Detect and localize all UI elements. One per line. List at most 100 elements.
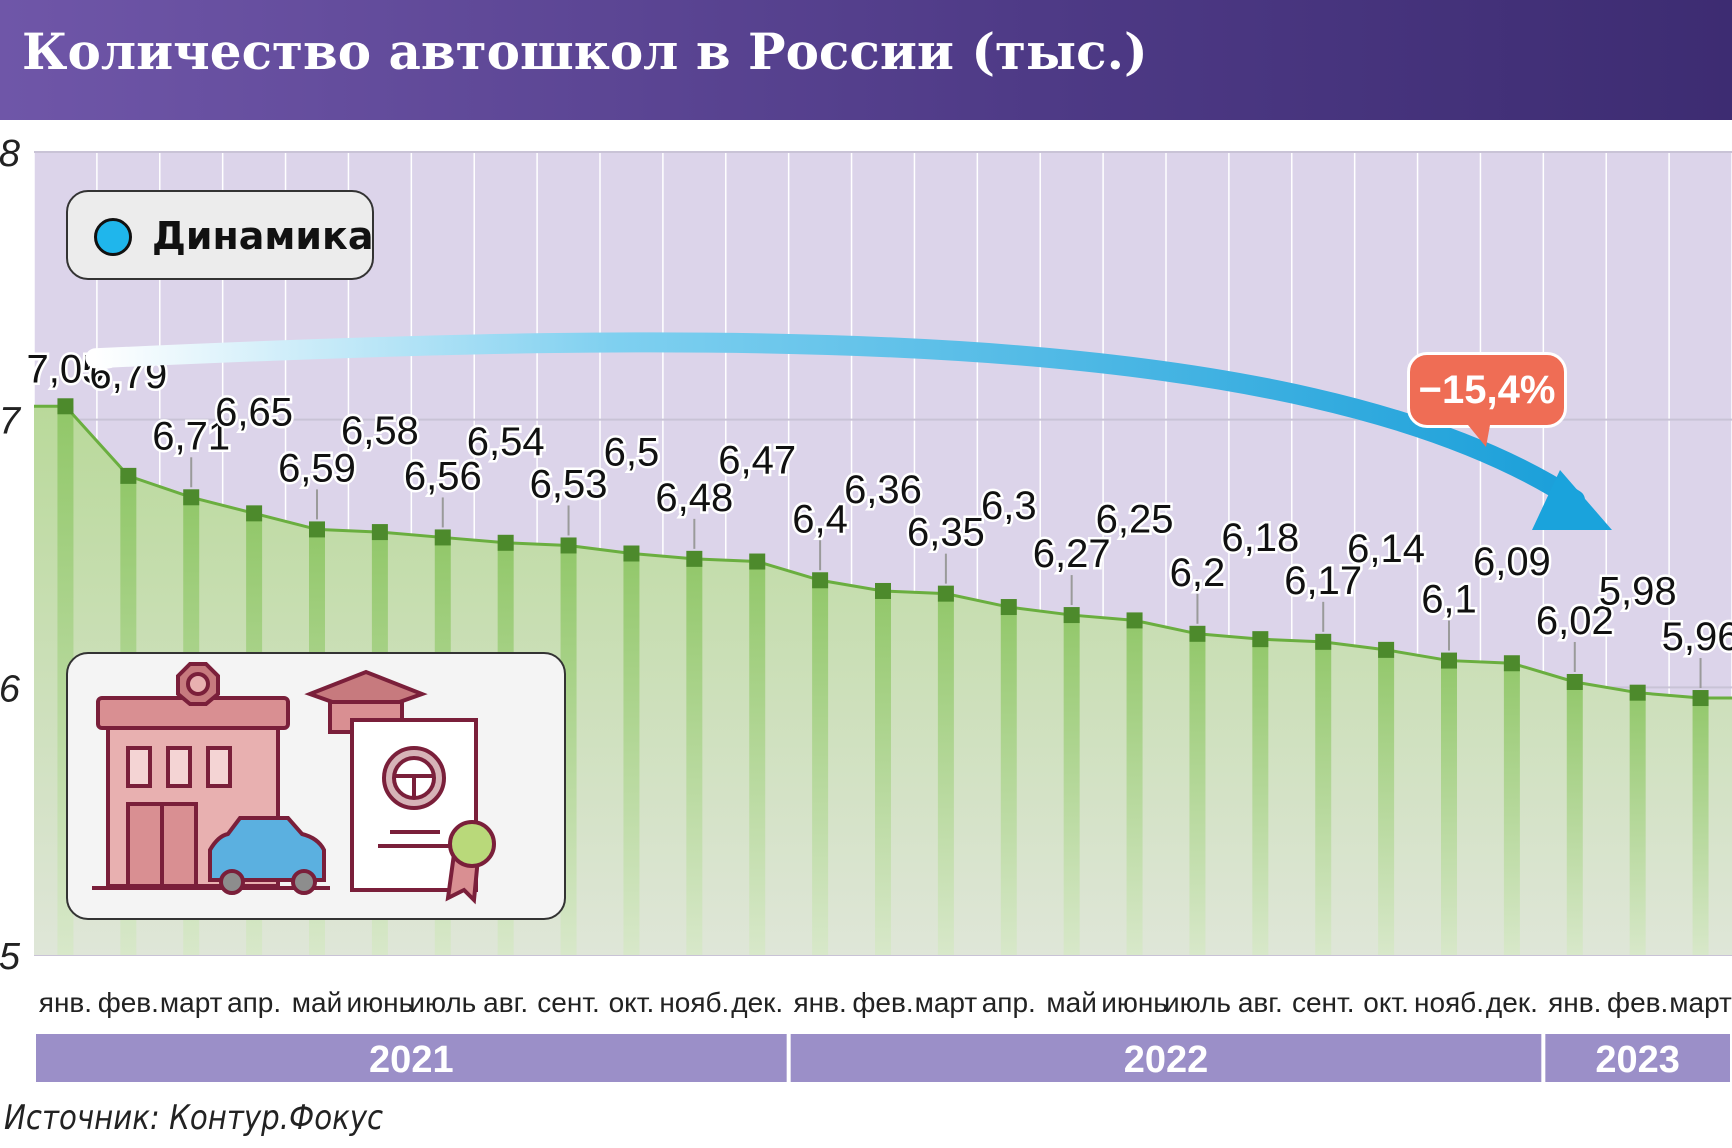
data-point bbox=[309, 521, 325, 538]
y-tick-label: 5 bbox=[0, 936, 21, 978]
data-label: 6,56 bbox=[404, 454, 482, 498]
change-percent-text: −15,4% bbox=[1418, 368, 1556, 412]
x-tick-label: июль bbox=[409, 987, 476, 1018]
data-label: 6,35 bbox=[907, 511, 985, 555]
data-point bbox=[1629, 684, 1646, 701]
bar bbox=[1315, 641, 1332, 955]
bar bbox=[1252, 639, 1269, 955]
x-tick-label: фев. bbox=[852, 987, 913, 1018]
data-label: 6,25 bbox=[1096, 497, 1174, 541]
data-label: 6,17 bbox=[1284, 559, 1362, 603]
data-point bbox=[1441, 652, 1457, 669]
data-point bbox=[560, 537, 577, 554]
data-point bbox=[183, 489, 200, 506]
data-label: 6,59 bbox=[278, 446, 356, 490]
x-tick-label: март bbox=[160, 987, 223, 1018]
x-tick-label: сент. bbox=[1292, 987, 1355, 1018]
data-label: 6,36 bbox=[844, 468, 922, 512]
bar bbox=[1000, 607, 1017, 955]
data-label: 6,5 bbox=[604, 431, 660, 475]
x-tick-label: окт. bbox=[1363, 987, 1409, 1018]
award-ribbon-icon bbox=[445, 820, 496, 905]
data-point bbox=[434, 529, 451, 546]
data-label: 6,02 bbox=[1536, 599, 1614, 643]
data-point bbox=[812, 572, 829, 589]
x-tick-label: янв. bbox=[39, 987, 92, 1018]
trend-arrow bbox=[85, 332, 1585, 510]
data-label: 6,53 bbox=[530, 462, 608, 506]
x-tick-label: окт. bbox=[609, 987, 655, 1018]
data-label: 5,98 bbox=[1599, 570, 1677, 614]
data-label: 5,96 bbox=[1662, 615, 1732, 659]
data-point bbox=[1126, 612, 1143, 629]
legend-label: Динамика bbox=[152, 214, 374, 258]
x-tick-label: март bbox=[915, 987, 978, 1018]
year-label: 2022 bbox=[1124, 1039, 1209, 1081]
data-point bbox=[1315, 633, 1332, 650]
data-point bbox=[1000, 599, 1017, 616]
year-label: 2021 bbox=[369, 1039, 454, 1081]
data-label: 6,65 bbox=[215, 390, 293, 434]
x-tick-label: апр. bbox=[982, 987, 1036, 1018]
bar bbox=[1692, 698, 1709, 955]
data-point bbox=[749, 553, 766, 570]
x-tick-label: дек. bbox=[1486, 987, 1538, 1018]
trend-arrow-head bbox=[1532, 470, 1612, 530]
x-tick-label: май bbox=[292, 987, 342, 1018]
driving-school-illustration bbox=[66, 652, 566, 920]
data-point bbox=[875, 582, 891, 599]
title-bar: Количество автошкол в России (тыс.) bbox=[0, 0, 1732, 120]
bar bbox=[1126, 620, 1143, 955]
data-label: 6,54 bbox=[467, 420, 545, 464]
x-tick-label: нояб. bbox=[659, 987, 729, 1018]
data-point bbox=[120, 467, 137, 484]
legend-marker-icon bbox=[94, 218, 132, 256]
year-label: 2023 bbox=[1595, 1039, 1680, 1081]
x-tick-label: сент. bbox=[537, 987, 600, 1018]
badge-pointer-icon bbox=[1468, 425, 1490, 447]
x-tick-label: июнь bbox=[347, 987, 414, 1018]
x-tick-label: фев. bbox=[98, 987, 159, 1018]
x-tick-label: янв. bbox=[793, 987, 846, 1018]
y-tick-label: 8 bbox=[0, 133, 20, 175]
year-band bbox=[790, 1034, 1542, 1082]
data-label: 6,58 bbox=[341, 409, 419, 453]
data-label: 6,71 bbox=[152, 414, 230, 458]
bar bbox=[686, 558, 703, 955]
steering-wheel-icon bbox=[382, 746, 446, 810]
x-tick-label: март bbox=[1669, 987, 1732, 1018]
x-tick-label: апр. bbox=[227, 987, 281, 1018]
x-tick-label: июль bbox=[1164, 987, 1231, 1018]
change-percent-badge: −15,4% bbox=[1407, 352, 1567, 428]
bar bbox=[1503, 663, 1520, 955]
data-point bbox=[1503, 655, 1520, 672]
bar bbox=[1063, 615, 1080, 955]
data-label: 6,1 bbox=[1421, 578, 1477, 622]
data-label: 6,2 bbox=[1170, 551, 1226, 595]
x-tick-label: фев. bbox=[1607, 987, 1668, 1018]
data-point bbox=[246, 505, 263, 522]
data-label: 6,09 bbox=[1473, 540, 1551, 584]
x-tick-label: авг. bbox=[1238, 987, 1283, 1018]
data-point bbox=[1566, 673, 1583, 690]
data-label: 6,14 bbox=[1347, 527, 1425, 571]
year-band bbox=[1545, 1034, 1730, 1082]
source-note: Источник: Контур.Фокус bbox=[4, 1098, 384, 1138]
x-tick-label: июнь bbox=[1101, 987, 1168, 1018]
bar bbox=[812, 580, 829, 955]
data-label: 6,47 bbox=[718, 439, 796, 483]
data-label: 6,3 bbox=[981, 484, 1037, 528]
data-label: 6,18 bbox=[1221, 516, 1299, 560]
data-label: 7,05 bbox=[27, 347, 105, 391]
page-title: Количество автошкол в России (тыс.) bbox=[22, 22, 1148, 81]
data-point bbox=[1063, 607, 1080, 624]
bar bbox=[1441, 660, 1457, 955]
x-tick-label: май bbox=[1046, 987, 1096, 1018]
data-point bbox=[1252, 631, 1269, 648]
x-tick-label: дек. bbox=[731, 987, 783, 1018]
bar bbox=[1566, 681, 1583, 955]
data-point bbox=[57, 398, 74, 415]
bar bbox=[749, 561, 766, 955]
bar bbox=[1378, 649, 1395, 955]
x-tick-label: янв. bbox=[1548, 987, 1601, 1018]
